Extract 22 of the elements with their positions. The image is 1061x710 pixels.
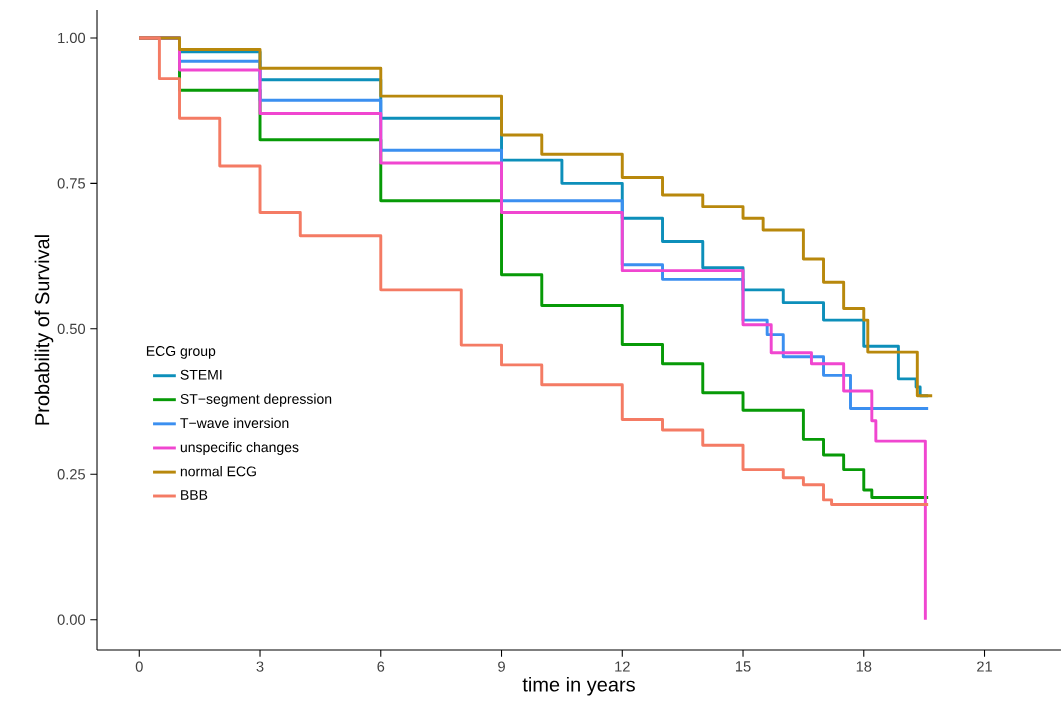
legend-label: unspecific changes [180, 441, 299, 455]
legend-label: ST−segment depression [180, 393, 332, 407]
legend-label: T−wave inversion [180, 417, 289, 429]
x-tick-label: 0 [135, 661, 143, 672]
y-axis-title: Probability of Survival [34, 235, 54, 425]
x-tick-label: 12 [615, 661, 630, 672]
legend-title: ECG group [146, 346, 216, 359]
y-tick-label: 0.25 [57, 469, 85, 480]
legend-label: STEMI [180, 369, 222, 380]
x-tick-label: 21 [977, 661, 992, 672]
x-tick-label: 18 [856, 661, 872, 672]
x-tick-label: 15 [735, 661, 751, 672]
y-tick-label: 1.00 [58, 32, 86, 44]
x-tick-label: 9 [498, 661, 505, 672]
x-axis-title: time in years [522, 676, 635, 696]
legend-label: normal ECG [180, 466, 256, 477]
x-tick-label: 3 [256, 661, 264, 672]
x-tick-label: 6 [377, 661, 385, 672]
y-tick-label: 0.00 [57, 614, 86, 625]
legend-label: BBB [181, 490, 208, 500]
y-tick-label: 0.50 [57, 323, 86, 335]
y-tick-label: 0.75 [57, 178, 85, 189]
